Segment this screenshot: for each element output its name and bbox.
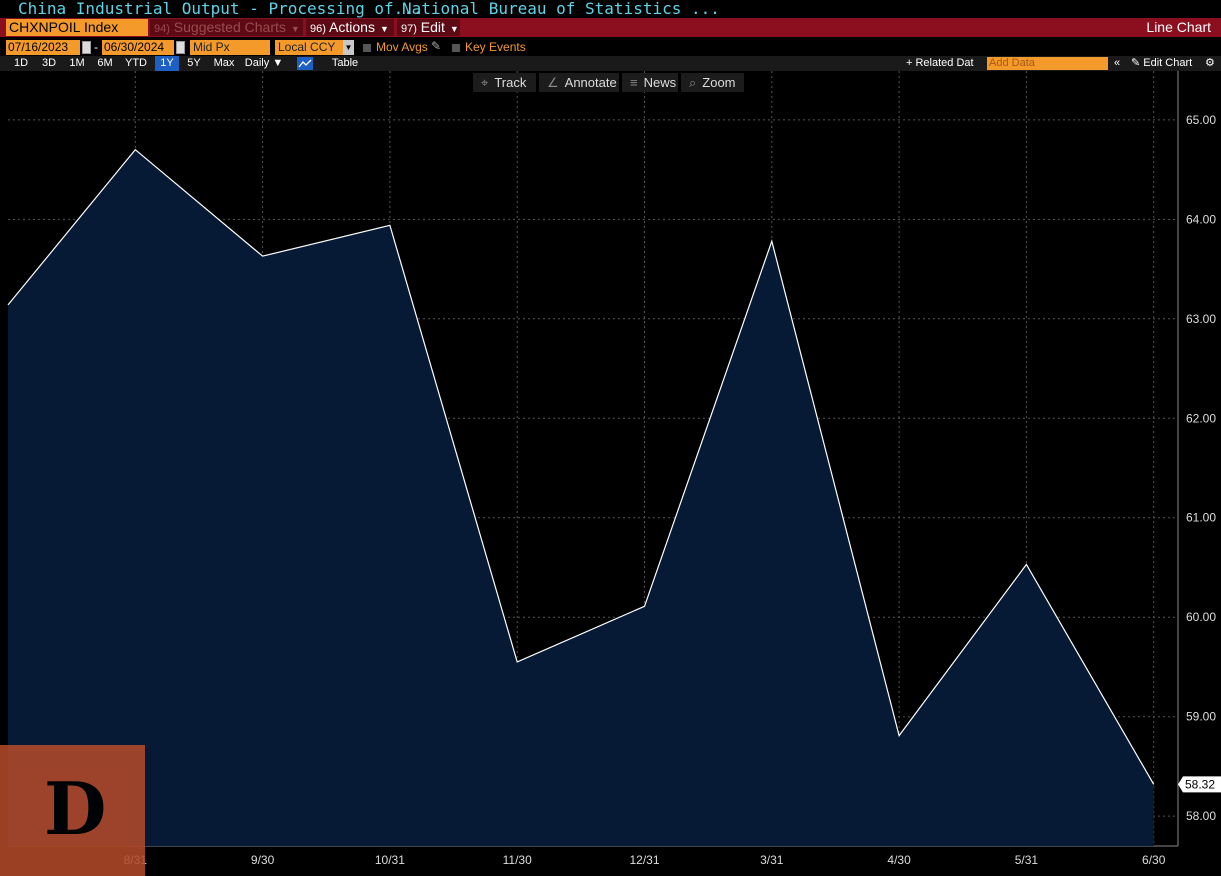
price-field-select[interactable]: Mid Px — [190, 40, 270, 55]
key-events-checkbox[interactable] — [452, 44, 460, 52]
y-tick-label: 65.00 — [1186, 113, 1216, 127]
x-tick-label: 6/30 — [1142, 853, 1166, 867]
line-chart-icon[interactable] — [297, 57, 313, 70]
date-separator: - — [94, 40, 98, 54]
series-line — [7, 148, 1155, 785]
range-1y-button[interactable]: 1Y — [155, 56, 179, 71]
ticker-field[interactable]: CHXNPOIL Index — [6, 19, 148, 36]
last-value-tag — [1178, 776, 1221, 793]
mov-avgs-label: Mov Avgs — [376, 40, 428, 54]
range-3d-button[interactable]: 3D — [41, 57, 57, 69]
x-tick-label: 3/31 — [760, 853, 784, 867]
logo-letter: D — [44, 766, 107, 851]
data-source: National Bureau of Statistics ... — [402, 0, 720, 18]
range-max-button[interactable]: Max — [213, 57, 235, 69]
range-bar: 1D 3D 1M 6M YTD 1Y 5Y Max Daily ▼ Table … — [0, 56, 1221, 71]
range-6m-button[interactable]: 6M — [97, 57, 113, 69]
y-tick-label: 59.00 — [1186, 710, 1216, 724]
x-tick-label: 11/30 — [503, 853, 532, 867]
y-tick-label: 63.00 — [1186, 312, 1216, 326]
currency-select[interactable]: Local CCY — [275, 40, 343, 55]
magnifier-icon: ⌕ — [689, 75, 697, 90]
range-1d-button[interactable]: 1D — [13, 57, 29, 69]
y-tick-label: 64.00 — [1186, 212, 1216, 226]
calendar-icon[interactable] — [176, 41, 185, 54]
y-tick-label: 58.00 — [1186, 809, 1216, 823]
chevron-down-icon: ▼ — [290, 24, 300, 34]
annotate-button[interactable]: ∠ Annotate — [539, 73, 619, 92]
chevron-down-icon: ▼ — [449, 24, 459, 34]
y-tick-label: 61.00 — [1186, 511, 1216, 525]
key-events-label: Key Events — [465, 40, 526, 54]
x-tick-label: 9/30 — [251, 853, 275, 867]
range-5y-button[interactable]: 5Y — [187, 57, 201, 69]
edit-label: Edit — [420, 19, 445, 35]
series-area — [8, 149, 1154, 846]
pencil-icon: ∠ — [547, 75, 559, 90]
x-tick-label: 12/31 — [629, 853, 659, 867]
watermark-logo: D — [0, 745, 145, 876]
edit-chart-button[interactable]: ✎ Edit Chart — [1131, 57, 1193, 69]
calendar-icon[interactable] — [82, 41, 91, 54]
suggested-charts-button[interactable]: 94) Suggested Charts ▼ — [150, 19, 303, 36]
news-icon: ≡ — [630, 75, 638, 90]
gear-icon[interactable]: ⚙ — [1205, 57, 1215, 69]
chevron-down-icon: ▼ — [379, 24, 389, 34]
y-tick-label: 62.00 — [1186, 411, 1216, 425]
x-tick-label: 5/31 — [1015, 853, 1039, 867]
security-description: China Industrial Output - Processing of.… — [18, 0, 423, 18]
actions-button[interactable]: 96) Actions ▼ — [306, 19, 394, 36]
pencil-icon[interactable]: ✎ — [431, 39, 442, 53]
zoom-button[interactable]: ⌕ Zoom — [681, 73, 744, 92]
frequency-select[interactable]: Daily ▼ — [244, 57, 284, 69]
actions-label: Actions — [329, 19, 375, 35]
pencil-icon: ✎ — [1131, 57, 1141, 69]
range-1m-button[interactable]: 1M — [69, 57, 85, 69]
edit-button[interactable]: 97) Edit ▼ — [397, 19, 460, 36]
chevron-down-icon[interactable]: ▼ — [343, 40, 354, 55]
x-tick-label: 10/31 — [375, 853, 405, 867]
chart-type-label: Line Chart — [1146, 19, 1211, 35]
range-ytd-button[interactable]: YTD — [125, 57, 147, 69]
x-tick-label: 4/30 — [887, 853, 911, 867]
add-data-input[interactable]: Add Data — [987, 57, 1108, 70]
related-data-button[interactable]: + Related Dat — [906, 57, 974, 69]
security-title-bar: China Industrial Output - Processing of.… — [0, 0, 1221, 18]
suggested-charts-label: Suggested Charts — [173, 19, 286, 35]
start-date-input[interactable]: 07/16/2023 — [6, 40, 80, 55]
chart-controls: 07/16/2023 - 06/30/2024 Mid Px Local CCY… — [0, 38, 1221, 56]
news-button[interactable]: ≡ News — [622, 73, 678, 92]
y-tick-label: 60.00 — [1186, 610, 1216, 624]
mov-avgs-checkbox[interactable] — [363, 44, 371, 52]
end-date-input[interactable]: 06/30/2024 — [102, 40, 174, 55]
last-value-label: 58.32 — [1185, 777, 1215, 791]
table-button[interactable]: Table — [331, 57, 359, 69]
crosshair-icon: ⌖ — [481, 75, 489, 90]
chevron-down-icon: ▼ — [272, 57, 284, 69]
track-button[interactable]: ⌖ Track — [473, 73, 536, 92]
menu-bar: CHXNPOIL Index 94) Suggested Charts ▼ 96)… — [0, 18, 1221, 37]
collapse-icon[interactable]: « — [1114, 57, 1121, 69]
line-chart[interactable]: 58.00 59.00 60.00 61.00 62.00 63.00 64.00 65.00… — [0, 71, 1221, 876]
